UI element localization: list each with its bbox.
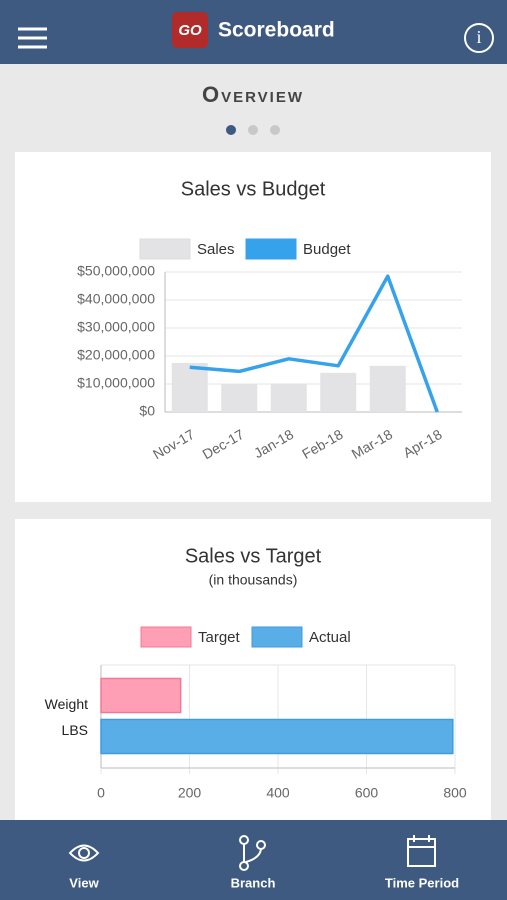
legend-swatch bbox=[245, 238, 297, 260]
info-button[interactable]: i bbox=[464, 23, 494, 53]
x-tick-label: 600 bbox=[355, 785, 379, 801]
chart-title: Sales vs Budget bbox=[181, 178, 326, 200]
y-tick-label: $20,000,000 bbox=[77, 347, 155, 363]
line bbox=[189, 274, 439, 413]
card bbox=[15, 519, 491, 859]
y-tick-label: $30,000,000 bbox=[77, 319, 155, 335]
legend-swatch bbox=[251, 626, 303, 648]
page-dot[interactable] bbox=[248, 125, 258, 135]
header-bar bbox=[0, 0, 507, 64]
x-tick-label: 400 bbox=[266, 785, 290, 801]
legend-swatch bbox=[140, 626, 192, 648]
view-icon[interactable] bbox=[68, 844, 100, 862]
card bbox=[15, 152, 491, 502]
logo-text: GO bbox=[178, 22, 202, 39]
legend-label: Target bbox=[198, 629, 241, 646]
x-tick-label: 0 bbox=[97, 785, 105, 801]
y-tick-label: LBS bbox=[62, 722, 88, 738]
y-tick-label: $10,000,000 bbox=[77, 375, 155, 391]
nav-label[interactable]: View bbox=[69, 875, 99, 890]
branch-icon[interactable] bbox=[239, 835, 266, 871]
svg-text:i: i bbox=[476, 27, 481, 47]
chart-subtitle: (in thousands) bbox=[209, 572, 298, 588]
bar bbox=[100, 677, 182, 714]
x-tick-label: 800 bbox=[443, 785, 467, 801]
y-tick-label: $50,000,000 bbox=[77, 263, 155, 279]
legend-label: Sales bbox=[197, 241, 235, 258]
chart-title: Sales vs Target bbox=[185, 545, 322, 567]
y-tick-label: $0 bbox=[139, 403, 155, 419]
page-heading: Overview bbox=[202, 82, 304, 107]
nav-label[interactable]: Branch bbox=[231, 875, 276, 890]
bar bbox=[270, 383, 307, 412]
nav-label[interactable]: Time Period bbox=[385, 875, 459, 890]
y-tick-label: Weight bbox=[45, 696, 88, 712]
legend-label: Budget bbox=[303, 241, 351, 258]
app-title: Scoreboard bbox=[218, 19, 335, 42]
bar bbox=[171, 363, 208, 412]
y-tick-label: $40,000,000 bbox=[77, 291, 155, 307]
bar bbox=[100, 718, 454, 755]
logo bbox=[172, 12, 208, 48]
page-dot[interactable] bbox=[226, 125, 236, 135]
calendar-icon[interactable] bbox=[407, 835, 436, 867]
bar bbox=[221, 384, 258, 412]
legend-label: Actual bbox=[309, 629, 351, 646]
legend-swatch bbox=[139, 238, 191, 260]
bar bbox=[369, 365, 406, 412]
x-tick-label: 200 bbox=[178, 785, 202, 801]
menu-button[interactable] bbox=[18, 27, 47, 49]
bar bbox=[320, 372, 357, 412]
page-dot[interactable] bbox=[270, 125, 280, 135]
